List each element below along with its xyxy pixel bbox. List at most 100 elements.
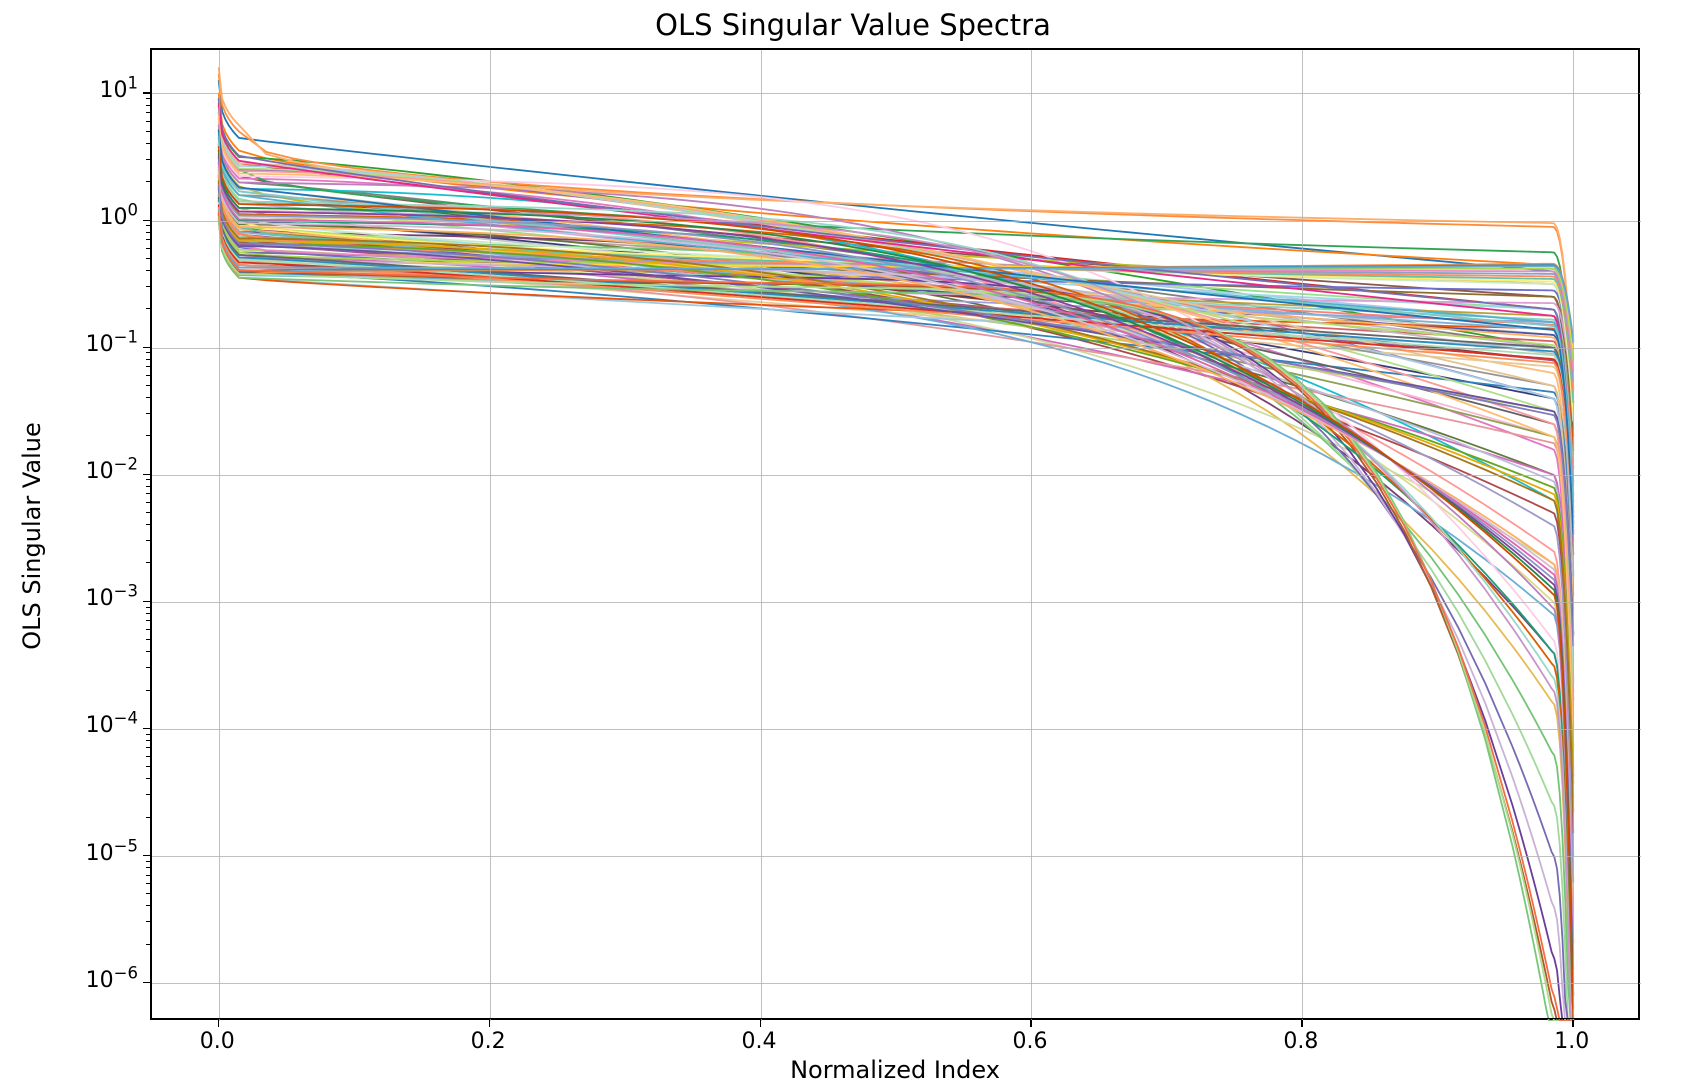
- y-minor-tick-mark: [146, 359, 150, 360]
- series-line: [219, 109, 1574, 684]
- y-minor-tick-mark: [146, 105, 150, 106]
- y-tick-label: 10−1: [86, 332, 138, 357]
- y-tick-label: 10−2: [86, 459, 138, 484]
- x-axis-label: Normalized Index: [150, 1056, 1640, 1084]
- y-minor-tick-mark: [146, 620, 150, 621]
- y-minor-tick-mark: [146, 232, 150, 233]
- x-tick-mark: [218, 1020, 220, 1027]
- y-minor-tick-mark: [146, 270, 150, 271]
- y-tick-mark: [143, 92, 150, 94]
- figure: OLS Singular Value Spectra Normalized In…: [0, 0, 1706, 1076]
- y-minor-tick-mark: [146, 308, 150, 309]
- plot-area: [150, 48, 1640, 1020]
- y-minor-tick-mark: [146, 524, 150, 525]
- y-minor-tick-mark: [146, 651, 150, 652]
- y-tick-mark: [143, 474, 150, 476]
- y-minor-tick-mark: [146, 861, 150, 862]
- y-minor-tick-mark: [146, 159, 150, 160]
- grid-line-vertical: [761, 49, 762, 1021]
- y-tick-label: 10−6: [86, 968, 138, 993]
- y-minor-tick-mark: [146, 875, 150, 876]
- grid-line-vertical: [1573, 49, 1574, 1021]
- y-minor-tick-mark: [146, 747, 150, 748]
- y-minor-tick-mark: [146, 921, 150, 922]
- y-minor-tick-mark: [146, 366, 150, 367]
- grid-line-horizontal: [151, 856, 1641, 857]
- y-minor-tick-mark: [146, 690, 150, 691]
- y-minor-tick-mark: [146, 413, 150, 414]
- y-minor-tick-mark: [146, 613, 150, 614]
- y-tick-mark: [143, 728, 150, 730]
- y-minor-tick-mark: [146, 817, 150, 818]
- y-minor-tick-mark: [146, 540, 150, 541]
- x-tick-mark: [1572, 1020, 1574, 1027]
- x-tick-mark: [489, 1020, 491, 1027]
- y-tick-label: 10−4: [86, 713, 138, 738]
- y-minor-tick-mark: [146, 258, 150, 259]
- y-minor-tick-mark: [146, 143, 150, 144]
- y-tick-label: 100: [100, 205, 139, 230]
- x-tick-mark: [1301, 1020, 1303, 1027]
- grid-line-horizontal: [151, 983, 1641, 984]
- x-tick-mark: [1030, 1020, 1032, 1027]
- x-tick-label: 1.0: [1554, 1029, 1589, 1054]
- grid-line-horizontal: [151, 602, 1641, 603]
- y-minor-tick-mark: [146, 944, 150, 945]
- y-tick-mark: [143, 982, 150, 984]
- x-tick-label: 0.6: [1012, 1029, 1047, 1054]
- chart-title: OLS Singular Value Spectra: [0, 8, 1706, 42]
- y-minor-tick-mark: [146, 794, 150, 795]
- y-minor-tick-mark: [146, 112, 150, 113]
- y-minor-tick-mark: [146, 479, 150, 480]
- y-tick-label: 10−3: [86, 586, 138, 611]
- y-minor-tick-mark: [146, 486, 150, 487]
- y-minor-tick-mark: [146, 375, 150, 376]
- series-line: [219, 213, 1574, 1021]
- y-minor-tick-mark: [146, 286, 150, 287]
- y-minor-tick-mark: [146, 181, 150, 182]
- y-minor-tick-mark: [146, 667, 150, 668]
- y-minor-tick-mark: [146, 131, 150, 132]
- y-minor-tick-mark: [146, 778, 150, 779]
- x-tick-label: 0.4: [742, 1029, 777, 1054]
- y-minor-tick-mark: [146, 756, 150, 757]
- y-minor-tick-mark: [146, 385, 150, 386]
- grid-line-vertical: [490, 49, 491, 1021]
- y-minor-tick-mark: [146, 905, 150, 906]
- y-minor-tick-mark: [146, 248, 150, 249]
- y-axis-label: OLS Singular Value: [18, 336, 46, 736]
- y-minor-tick-mark: [146, 225, 150, 226]
- y-tick-mark: [143, 347, 150, 349]
- x-tick-mark: [760, 1020, 762, 1027]
- y-minor-tick-mark: [146, 512, 150, 513]
- y-minor-tick-mark: [146, 867, 150, 868]
- x-tick-label: 0.0: [200, 1029, 235, 1054]
- grid-line-horizontal: [151, 729, 1641, 730]
- y-minor-tick-mark: [146, 607, 150, 608]
- grid-line-horizontal: [151, 221, 1641, 222]
- y-minor-tick-mark: [146, 734, 150, 735]
- grid-line-vertical: [219, 49, 220, 1021]
- y-minor-tick-mark: [146, 239, 150, 240]
- y-minor-tick-mark: [146, 639, 150, 640]
- y-minor-tick-mark: [146, 493, 150, 494]
- y-minor-tick-mark: [146, 121, 150, 122]
- y-tick-mark: [143, 601, 150, 603]
- y-minor-tick-mark: [146, 629, 150, 630]
- x-tick-label: 0.2: [471, 1029, 506, 1054]
- y-minor-tick-mark: [146, 435, 150, 436]
- y-minor-tick-mark: [146, 766, 150, 767]
- grid-line-horizontal: [151, 348, 1641, 349]
- grid-line-vertical: [1031, 49, 1032, 1021]
- y-minor-tick-mark: [146, 740, 150, 741]
- grid-line-vertical: [1302, 49, 1303, 1021]
- grid-line-horizontal: [151, 475, 1641, 476]
- y-minor-tick-mark: [146, 883, 150, 884]
- y-minor-tick-mark: [146, 98, 150, 99]
- y-tick-label: 101: [100, 78, 139, 103]
- y-minor-tick-mark: [146, 502, 150, 503]
- y-minor-tick-mark: [146, 397, 150, 398]
- grid-line-horizontal: [151, 93, 1641, 94]
- y-tick-mark: [143, 855, 150, 857]
- y-minor-tick-mark: [146, 352, 150, 353]
